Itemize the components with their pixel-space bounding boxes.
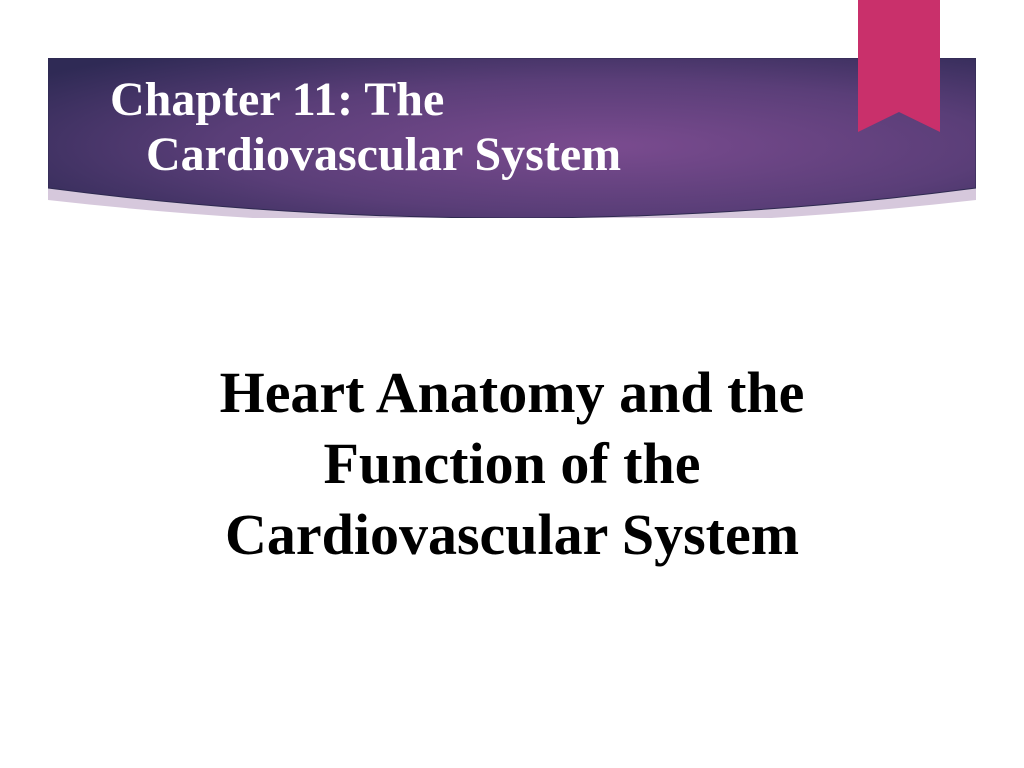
chapter-title: Chapter 11: The Cardiovascular System [110, 72, 910, 182]
chapter-banner: Chapter 11: The Cardiovascular System [48, 58, 976, 218]
main-title-line2: Function of the [100, 429, 924, 500]
main-title-line1: Heart Anatomy and the [100, 358, 924, 429]
slide: Chapter 11: The Cardiovascular System He… [0, 0, 1024, 768]
chapter-title-line1: Chapter 11: The [110, 72, 910, 127]
slide-main-title: Heart Anatomy and the Function of the Ca… [100, 358, 924, 570]
accent-ribbon [858, 0, 940, 132]
main-title-line3: Cardiovascular System [100, 500, 924, 571]
chapter-title-line2: Cardiovascular System [110, 127, 910, 182]
ribbon-icon [858, 0, 940, 132]
